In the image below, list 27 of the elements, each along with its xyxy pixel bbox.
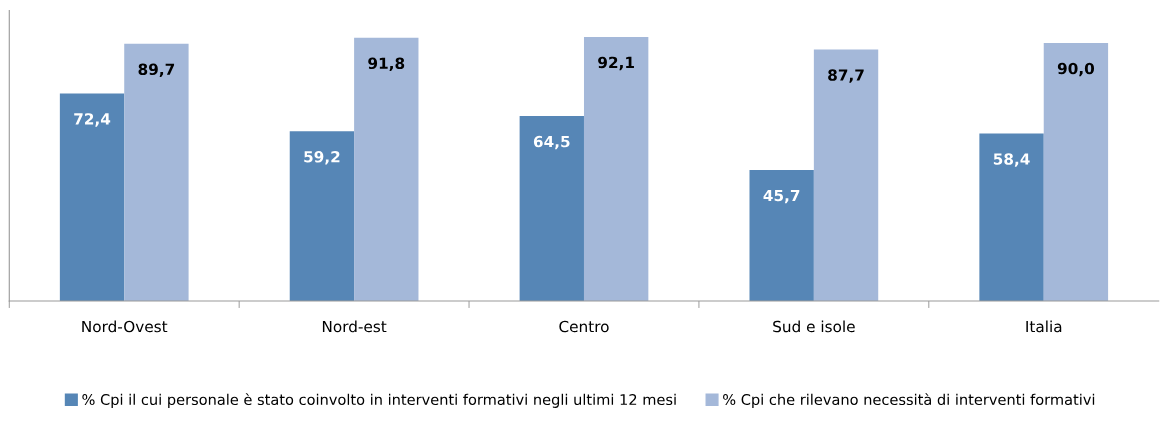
x-tick-label: Italia [1026, 320, 1062, 333]
data-label: 91,8 [368, 57, 405, 72]
bar [749, 169, 814, 302]
bar [1043, 42, 1109, 302]
data-label: 72,4 [74, 113, 111, 127]
bar [124, 43, 189, 302]
data-label: 90,0 [1057, 62, 1095, 77]
bar [979, 133, 1044, 302]
bar [583, 36, 649, 302]
legend-label: % Cpi il cui personale è stato coinvolto in interventi formativi negli ultimi 12 mesi [82, 393, 676, 408]
legend-label: % Cpi che rilevano necessità di interventi formativi [723, 393, 1095, 408]
data-label: 87,7 [828, 69, 864, 83]
data-label: 45,7 [763, 189, 800, 204]
x-tick-label: Centro [559, 320, 609, 333]
data-label: 59,2 [304, 150, 340, 165]
bar [813, 49, 879, 302]
bar [354, 37, 419, 302]
x-tick-label: Nord-est [322, 320, 387, 333]
x-tick-label: Sud e isole [773, 320, 855, 333]
data-label: 58,4 [993, 153, 1030, 167]
data-label: 64,5 [533, 135, 570, 150]
bar [519, 116, 584, 302]
data-label: 92,1 [598, 56, 634, 71]
bar [289, 131, 355, 302]
bar [59, 93, 125, 302]
x-tick-label: Nord-Ovest [82, 320, 168, 333]
data-label: 89,7 [138, 63, 175, 78]
